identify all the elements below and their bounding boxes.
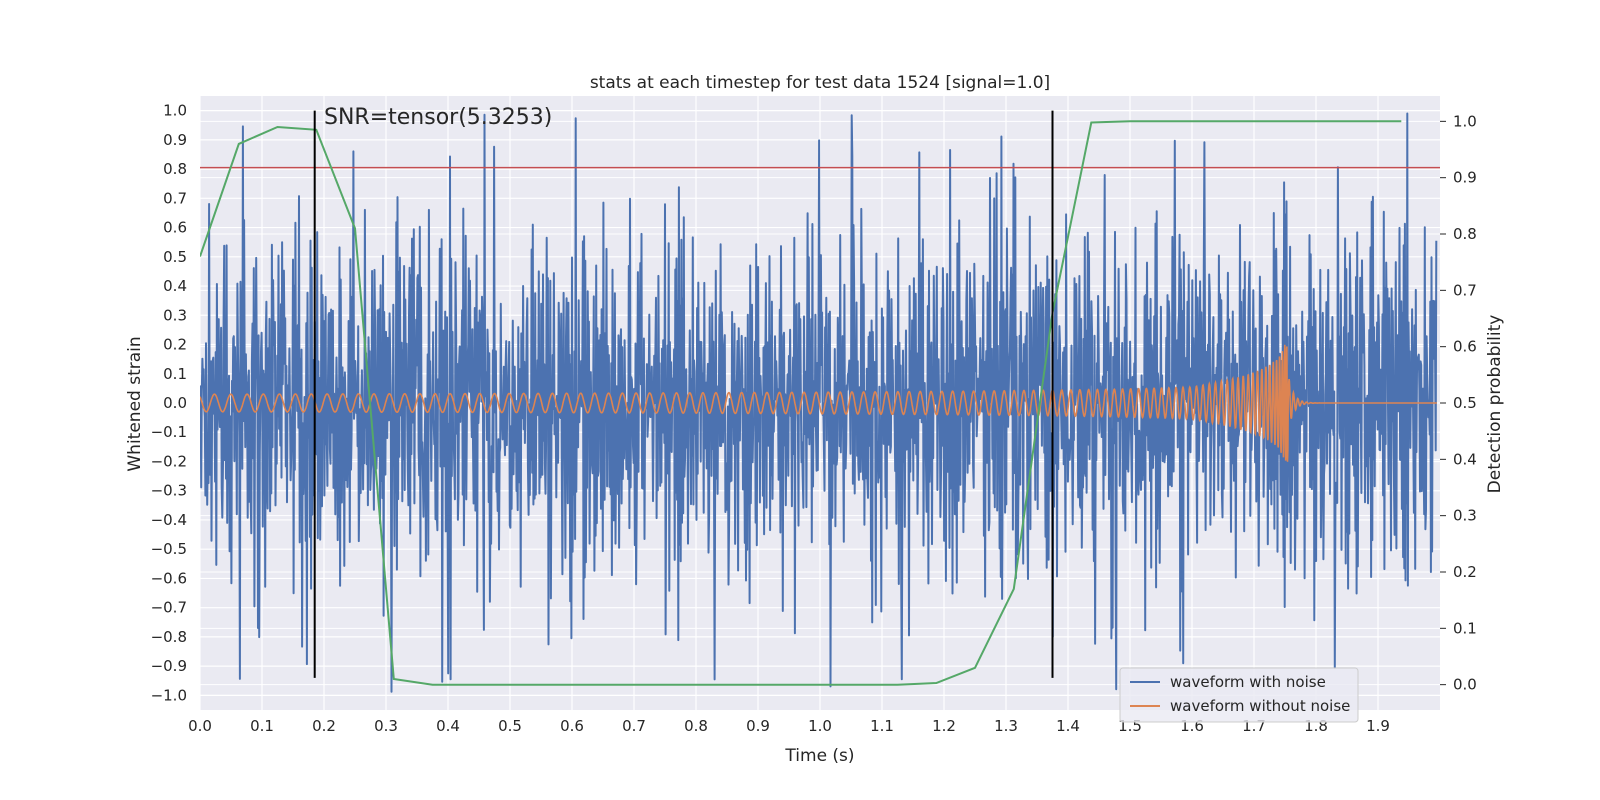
x-tick-label: 0.3 <box>374 717 398 735</box>
y2-tick-label: 0.3 <box>1453 507 1477 525</box>
y-tick-label: −0.4 <box>151 511 187 529</box>
y-tick-label: −0.2 <box>151 452 187 470</box>
y-tick-label: 0.6 <box>163 219 187 237</box>
x-tick-label: 0.2 <box>312 717 336 735</box>
y-tick-label: −0.6 <box>151 569 187 587</box>
y-tick-label: −0.8 <box>151 628 187 646</box>
y-tick-label: −0.1 <box>151 423 187 441</box>
x-tick-label: 0.9 <box>746 717 770 735</box>
y-tick-label: 0.1 <box>163 365 187 383</box>
y2-tick-label: 0.0 <box>1453 676 1477 694</box>
plot-layer <box>200 112 1440 693</box>
x-tick-label: 1.9 <box>1366 717 1390 735</box>
y-tick-label: 0.0 <box>163 394 187 412</box>
y-tick-label: 0.2 <box>163 336 187 354</box>
y-tick-label: −0.9 <box>151 657 187 675</box>
x-tick-label: 1.3 <box>994 717 1018 735</box>
x-tick-label: 0.8 <box>684 717 708 735</box>
y-tick-label: −0.3 <box>151 482 187 500</box>
y2-tick-label: 0.7 <box>1453 281 1477 299</box>
x-tick-label: 0.7 <box>622 717 646 735</box>
y-axis-label: Whitened strain <box>125 336 145 471</box>
y-tick-label: 0.4 <box>163 277 187 295</box>
x-tick-label: 0.0 <box>188 717 212 735</box>
y2-tick-label: 1.0 <box>1453 112 1477 130</box>
y2-tick-label: 0.8 <box>1453 225 1477 243</box>
legend-label-clean: waveform without noise <box>1170 697 1350 715</box>
y2-tick-label: 0.6 <box>1453 338 1477 356</box>
y-tick-label: 1.0 <box>163 102 187 120</box>
x-tick-label: 0.6 <box>560 717 584 735</box>
y-tick-label: 0.8 <box>163 160 187 178</box>
legend-label-noise: waveform with noise <box>1170 673 1326 691</box>
y2-tick-label: 0.2 <box>1453 563 1477 581</box>
legend: waveform with noise waveform without noi… <box>1119 667 1359 723</box>
snr-annotation: SNR=tensor(5.3253) <box>324 105 552 130</box>
x-tick-label: 1.0 <box>808 717 832 735</box>
y-tick-label: −0.7 <box>151 599 187 617</box>
ticks-layer: 0.0 0.1 0.2 0.3 0.4 0.5 0.6 0.7 0.8 0.9 1.0 1.1 1.2 1… <box>151 102 1477 735</box>
y-tick-label: 0.7 <box>163 189 187 207</box>
y-tick-label: 0.3 <box>163 306 187 324</box>
x-tick-label: 0.4 <box>436 717 460 735</box>
y-tick-label: −1.0 <box>151 686 187 704</box>
x-tick-label: 1.4 <box>1056 717 1080 735</box>
y2-tick-label: 0.5 <box>1453 394 1477 412</box>
x-tick-label: 1.2 <box>932 717 956 735</box>
y2-tick-label: 0.1 <box>1453 619 1477 637</box>
y-tick-label: 0.9 <box>163 131 187 149</box>
y2-tick-label: 0.4 <box>1453 450 1477 468</box>
y2-tick-label: 0.9 <box>1453 169 1477 187</box>
x-tick-label: 0.5 <box>498 717 522 735</box>
y2-axis-label: Detection probability <box>1485 315 1505 494</box>
x-axis-label: Time (s) <box>784 746 854 766</box>
y-tick-label: −0.5 <box>151 540 187 558</box>
x-tick-label: 1.1 <box>870 717 894 735</box>
series-line-clean <box>200 344 1437 462</box>
y-tick-label: 0.5 <box>163 248 187 266</box>
series-line-detection-probability <box>200 120 1402 686</box>
chart-title: stats at each timestep for test data 152… <box>590 73 1050 93</box>
x-tick-label: 0.1 <box>250 717 274 735</box>
